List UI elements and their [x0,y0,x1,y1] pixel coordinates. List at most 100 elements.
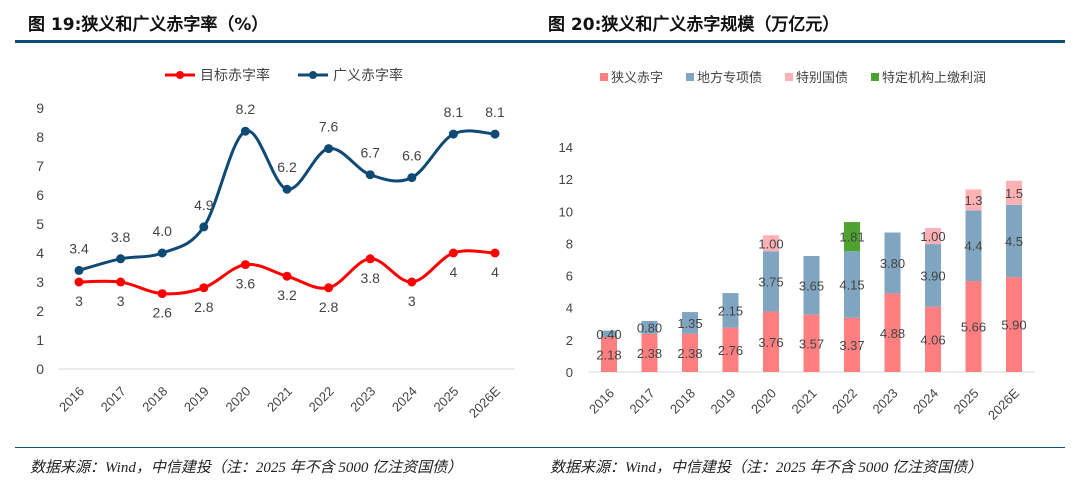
x-tick-label: 2018 [139,384,170,415]
data-label: 8.2 [236,101,256,117]
bar-segment [722,327,739,372]
x-tick-label: 2017 [98,384,129,415]
x-tick-label: 2021 [264,384,295,415]
bar-value-label: 3.76 [758,335,783,350]
legend-label: 广义赤字率 [333,67,403,83]
data-point [407,277,417,287]
data-label: 3 [408,293,416,309]
bar-segment [925,244,941,307]
data-point [448,129,458,139]
y-tick-label: 7 [36,158,44,174]
bar-value-label: 2.38 [637,346,662,361]
bar-value-label: 4.5 [1005,234,1023,249]
legend-swatch [871,73,879,81]
data-point [116,277,126,287]
bar-segment [803,255,820,315]
y-tick-label: 3 [36,274,44,290]
x-tick-label: 2022 [306,384,337,415]
legend-swatch [600,73,608,81]
data-label: 4 [450,264,458,280]
legend-label: 目标赤字率 [200,67,270,83]
data-label: 6.2 [277,159,297,175]
x-tick-label: 2021 [789,386,820,417]
bar-value-label: 4.06 [920,332,945,347]
data-point [407,173,417,183]
x-tick-label: 2022 [829,386,860,417]
x-tick-label: 2025 [430,384,461,415]
y-tick-label: 14 [559,140,573,155]
legend-swatch [686,73,694,81]
y-tick-label: 2 [36,303,44,319]
x-tick-label: 2016 [56,384,87,415]
legend-label: 特定机构上缴利润 [882,70,986,85]
data-point [74,265,84,275]
x-tick-label: 2025 [951,386,982,417]
bar-value-label: 5.66 [961,320,986,335]
data-label: 3.8 [360,270,380,286]
bar-value-label: 1.3 [964,193,982,208]
bar-value-label: 1.00 [758,236,783,251]
bar-value-label: 0.40 [596,327,621,342]
y-tick-label: 2 [566,333,573,348]
data-label: 3.4 [69,240,89,256]
y-tick-label: 4 [566,301,573,316]
header-divider [15,40,1065,43]
legend-label: 特别国债 [796,70,848,85]
y-tick-label: 6 [36,187,44,203]
legend-swatch [785,73,793,81]
bar-segment [884,232,901,294]
bar-value-label: 3.37 [839,338,864,353]
data-point [365,254,375,264]
bar-segment [763,311,779,372]
y-tick-label: 0 [566,365,573,380]
data-point [282,271,292,281]
bar-value-label: 1.81 [839,230,864,245]
y-tick-label: 8 [36,129,44,145]
data-label: 3 [117,293,125,309]
bar-segment [763,235,779,252]
bar-value-label: 3.90 [920,268,945,283]
bar-segment [844,251,860,318]
bar-value-label: 3.80 [880,256,905,271]
data-point [490,248,500,258]
data-point [324,144,334,154]
y-tick-label: 5 [36,216,44,232]
y-tick-label: 12 [559,172,573,187]
footer-divider [15,447,1065,448]
legend-marker [309,71,317,79]
bar-value-label: 4.4 [964,239,982,254]
data-label: 2.8 [194,299,214,315]
data-label: 7.6 [319,119,339,135]
data-label: 8.1 [444,104,464,120]
data-point [282,184,292,194]
bar-segment [682,312,698,334]
data-point [157,248,167,258]
data-point [116,254,126,264]
bar-segment [884,293,901,372]
y-tick-label: 10 [559,204,573,219]
data-point [490,129,500,139]
x-tick-label: 2026E [466,383,503,420]
y-tick-label: 0 [36,361,44,377]
x-tick-label: 2017 [627,386,658,417]
bar-segment [682,333,698,372]
bar-value-label: 4.15 [839,277,864,292]
y-tick-label: 9 [36,100,44,116]
x-tick-label: 2018 [667,386,698,417]
bar-segment [965,281,982,372]
x-tick-label: 2023 [347,384,378,415]
bar-segment [925,306,941,372]
data-label: 4.0 [152,223,172,239]
bar-value-label: 1.5 [1005,186,1023,201]
x-tick-label: 2024 [910,386,941,417]
bar-value-label: 3.57 [799,336,824,351]
legend-label: 狭义赤字 [611,70,663,85]
bar-value-label: 1.35 [677,316,702,331]
left-chart-title: 图 19:狭义和广义赤字率（%） [28,15,269,35]
bar-segment [601,330,617,337]
bar-segment [641,320,658,334]
left-source-note: 数据来源：Wind，中信建投（注：2025 年不含 5000 亿注资国债） [30,460,463,476]
right-chart-title: 图 20:狭义和广义赤字规模（万亿元） [548,15,840,35]
x-tick-label: 2016 [586,386,617,417]
legend-label: 地方专项债 [697,70,762,85]
